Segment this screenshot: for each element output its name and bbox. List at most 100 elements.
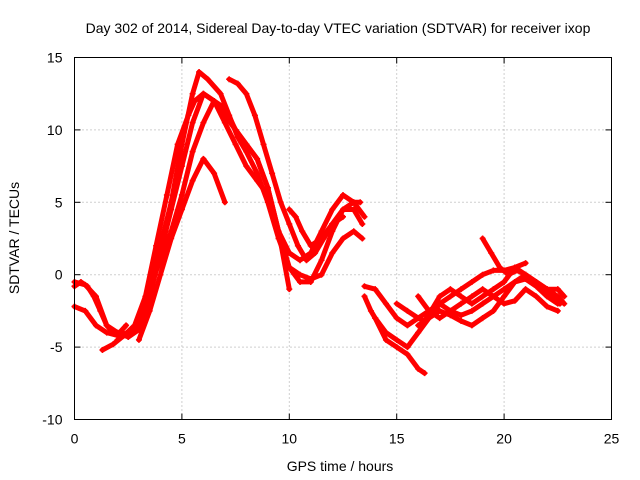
data-point — [415, 293, 422, 300]
data-point — [264, 184, 271, 191]
grid — [74, 57, 612, 420]
data-point — [307, 242, 314, 249]
data-point — [361, 283, 368, 290]
series-line — [480, 236, 563, 307]
data-point — [90, 293, 97, 300]
data-point — [178, 192, 185, 199]
data-point — [415, 365, 422, 372]
data-point — [340, 206, 346, 213]
y-tick-label: 5 — [55, 194, 63, 210]
data-point — [110, 341, 117, 348]
data-point — [340, 213, 346, 220]
data-point — [312, 249, 319, 256]
data-point — [359, 235, 366, 242]
data-point — [425, 307, 432, 314]
data-point — [415, 329, 422, 336]
series-5 — [226, 76, 364, 264]
data-point — [318, 271, 325, 278]
data-point — [226, 76, 233, 83]
data-point — [191, 97, 198, 104]
data-point — [501, 293, 508, 300]
data-point — [468, 300, 475, 307]
series-14 — [479, 235, 563, 307]
data-point — [357, 199, 364, 206]
data-point — [329, 249, 336, 256]
data-point — [168, 206, 175, 213]
data-point — [275, 228, 282, 235]
data-point — [522, 260, 529, 267]
data-point — [200, 90, 207, 97]
data-point — [490, 267, 497, 274]
data-point — [174, 141, 181, 148]
data-point — [544, 303, 551, 310]
data-point — [479, 286, 486, 293]
y-tick-labels: -10 -5 0 5 10 15 — [42, 50, 62, 428]
data-point — [556, 300, 563, 307]
data-point — [299, 228, 306, 235]
data-point — [468, 278, 475, 285]
series-6 — [135, 155, 228, 343]
data-point — [382, 336, 389, 343]
plot-frame — [74, 57, 612, 420]
data-point — [318, 228, 325, 235]
data-point — [488, 249, 495, 256]
data-point — [359, 221, 366, 228]
series-line — [226, 76, 363, 263]
data-point — [97, 307, 104, 314]
data-point — [277, 199, 284, 206]
data-point — [436, 307, 443, 314]
x-tick-label: 15 — [389, 431, 405, 447]
x-tick-label: 10 — [282, 431, 298, 447]
data-point — [131, 322, 138, 329]
data-point — [329, 206, 336, 213]
data-point — [554, 307, 561, 314]
data-point — [232, 126, 239, 133]
data-point — [458, 312, 465, 319]
data-point — [286, 249, 293, 256]
data-point — [436, 315, 443, 322]
data-point — [286, 286, 293, 293]
x-tick-label: 20 — [496, 431, 512, 447]
data-point — [533, 293, 540, 300]
data-series-group — [71, 68, 568, 377]
y-tick-label: -10 — [42, 412, 62, 428]
data-point — [468, 322, 475, 329]
data-point — [168, 235, 175, 242]
data-point — [505, 271, 512, 278]
x-tick-label: 5 — [178, 431, 186, 447]
data-point — [522, 271, 529, 278]
data-point — [189, 148, 196, 155]
x-tick-label: 25 — [604, 431, 620, 447]
data-point — [404, 307, 411, 314]
data-point — [501, 286, 508, 293]
data-point — [479, 300, 486, 307]
data-point — [479, 235, 486, 242]
data-point — [243, 163, 250, 170]
data-point — [436, 293, 443, 300]
data-point — [110, 329, 117, 336]
axis-ticks — [74, 57, 612, 420]
data-point — [84, 283, 91, 290]
data-point — [116, 329, 123, 336]
y-tick-label: 15 — [47, 50, 63, 66]
data-point — [211, 170, 218, 177]
data-point — [292, 213, 299, 220]
data-point — [522, 286, 529, 293]
data-point — [468, 307, 475, 314]
data-point — [447, 293, 454, 300]
data-point — [350, 228, 357, 235]
data-point — [479, 315, 486, 322]
data-point — [217, 90, 224, 97]
data-point — [99, 346, 106, 353]
data-point — [513, 267, 520, 274]
data-point — [458, 286, 465, 293]
data-point — [340, 235, 346, 242]
data-point — [393, 336, 400, 343]
data-point — [501, 300, 508, 307]
y-tick-label: -5 — [50, 339, 63, 355]
data-point — [490, 307, 497, 314]
data-point — [185, 112, 192, 119]
data-point — [393, 300, 400, 307]
data-point — [211, 97, 218, 104]
